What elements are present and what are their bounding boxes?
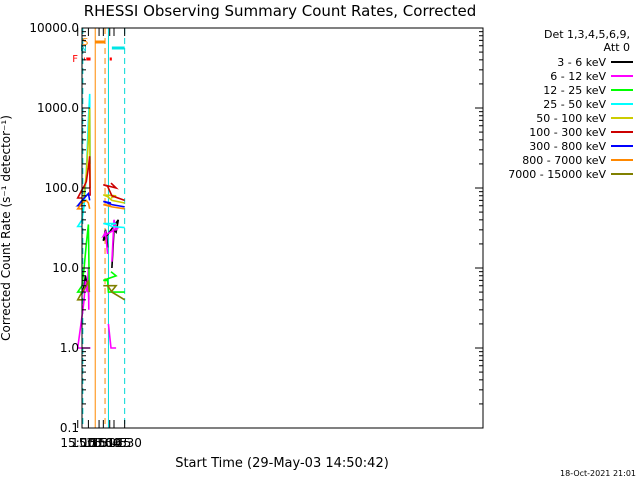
- y-axis-label: Corrected Count Rate (s⁻¹ detector⁻¹): [0, 115, 13, 341]
- y-tick-label: 100.0: [45, 181, 79, 195]
- series-line: [103, 182, 125, 202]
- series-line: [76, 199, 91, 210]
- series-line: [76, 156, 91, 199]
- legend-label: 12 - 25 keV: [543, 84, 606, 97]
- footer-date: 18-Oct-2021 21:01: [560, 469, 636, 478]
- x-tick-label: 16:30: [107, 436, 142, 450]
- legend-label: 7000 - 15000 keV: [508, 168, 606, 181]
- legend-label: 6 - 12 keV: [550, 70, 606, 83]
- series-line: [103, 271, 125, 293]
- plot-frame: [81, 27, 484, 429]
- x-tick-label: 16:00: [86, 436, 121, 450]
- series-line: [76, 267, 91, 349]
- y-axis: 0.1 1.0 10.0 100.0 1000.0 10000.0: [29, 21, 483, 435]
- x-tick-label: 15:30: [82, 436, 117, 450]
- x-tick-label: 16:15: [97, 436, 132, 450]
- flare-flag-label: F: [72, 54, 78, 65]
- y-tick-label: 10000.0: [29, 21, 79, 35]
- x-axis-label: Start Time (29-May-03 14:50:42): [175, 456, 389, 471]
- x-tick-label: 15:00: [60, 436, 95, 450]
- legend-header: Att 0: [604, 41, 630, 54]
- legend-label: 3 - 6 keV: [557, 56, 606, 69]
- series-line: [103, 203, 125, 210]
- legend-label: 50 - 100 keV: [536, 112, 606, 125]
- series-line: [103, 284, 126, 301]
- legend-header: Det 1,3,4,5,6,9,: [544, 28, 630, 41]
- y-tick-label: 1000.0: [37, 101, 79, 115]
- series-line: [76, 280, 91, 301]
- y-tick-label: 10.0: [52, 261, 79, 275]
- legend-label: 100 - 300 keV: [529, 126, 606, 139]
- y-tick-label: 1.0: [60, 341, 79, 355]
- series-line: [103, 200, 125, 208]
- chart-title: RHESSI Observing Summary Count Rates, Co…: [84, 2, 477, 20]
- series-line: [76, 191, 91, 207]
- series-line: [107, 323, 117, 349]
- legend-label: 25 - 50 keV: [543, 98, 606, 111]
- legend-label: 300 - 800 keV: [529, 140, 606, 153]
- x-tick-label: 15:45: [92, 436, 127, 450]
- y-tick-label: 0.1: [60, 421, 79, 435]
- saa-flag-label: S: [82, 37, 88, 48]
- series-line: [103, 222, 125, 229]
- legend-label: 800 - 7000 keV: [522, 154, 606, 167]
- night-flag-label: N: [80, 44, 87, 54]
- x-tick-label: 15:15: [71, 436, 106, 450]
